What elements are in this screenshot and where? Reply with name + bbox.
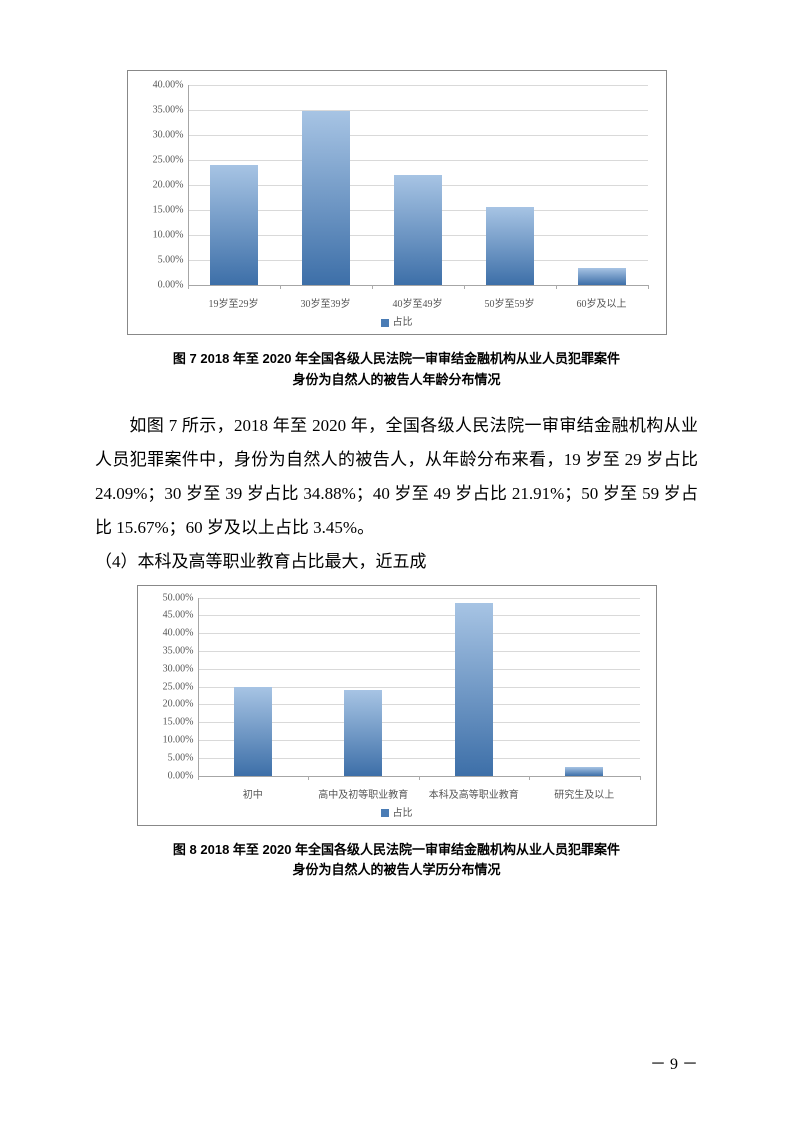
caption1-line1: 图 7 2018 年至 2020 年全国各级人民法院一审审结金融机构从业人员犯罪… — [173, 351, 620, 366]
x-tick-label: 高中及初等职业教育 — [318, 776, 408, 801]
x-tick-label: 初中 — [243, 776, 263, 801]
x-tick-mark — [529, 776, 530, 780]
gridline — [188, 85, 648, 86]
x-tick-label: 30岁至39岁 — [301, 285, 351, 310]
gridline — [198, 669, 640, 670]
y-tick-label: 10.00% — [163, 734, 198, 745]
bar — [578, 268, 626, 285]
gridline — [188, 160, 648, 161]
y-tick-label: 40.00% — [153, 80, 188, 91]
y-axis-line — [198, 598, 199, 776]
x-tick-mark — [419, 776, 420, 780]
y-tick-label: 50.00% — [163, 592, 198, 603]
x-tick-label: 19岁至29岁 — [209, 285, 259, 310]
y-tick-label: 5.00% — [168, 752, 198, 763]
x-tick-mark — [464, 285, 465, 289]
y-tick-label: 0.00% — [158, 280, 188, 291]
y-tick-label: 15.00% — [163, 717, 198, 728]
gridline — [198, 633, 640, 634]
gridline — [188, 110, 648, 111]
figure-8-caption: 图 8 2018 年至 2020 年全国各级人民法院一审审结金融机构从业人员犯罪… — [95, 840, 698, 882]
chart2-legend-label: 占比 — [393, 808, 413, 819]
page-root: 0.00% 5.00% 10.00% 15.00% 20.00% 25.00% 30.00%… — [0, 0, 793, 1122]
y-tick-label: 40.00% — [163, 628, 198, 639]
bar — [394, 175, 442, 285]
chart1-legend-label: 占比 — [393, 317, 413, 328]
x-tick-mark — [556, 285, 557, 289]
subheading-text: （4）本科及高等职业教育占比最大，近五成 — [95, 552, 427, 571]
chart1-plot: 0.00%5.00%10.00%15.00%20.00%25.00%30.00%… — [188, 85, 648, 285]
chart-age-distribution: 0.00% 5.00% 10.00% 15.00% 20.00% 25.00% 30.00%… — [127, 70, 667, 335]
y-tick-label: 25.00% — [153, 155, 188, 166]
chart2-plot: 0.00%5.00%10.00%15.00%20.00%25.00%30.00%… — [198, 598, 640, 776]
figure-7-caption: 图 7 2018 年至 2020 年全国各级人民法院一审审结金融机构从业人员犯罪… — [95, 349, 698, 391]
caption2-line2: 身份为自然人的被告人学历分布情况 — [292, 862, 500, 877]
bar — [455, 603, 493, 776]
y-tick-label: 25.00% — [163, 681, 198, 692]
bar — [344, 690, 382, 775]
x-tick-label: 研究生及以上 — [554, 776, 614, 801]
bar — [486, 207, 534, 285]
y-tick-label: 20.00% — [153, 180, 188, 191]
x-tick-label: 60岁及以上 — [577, 285, 627, 310]
y-tick-label: 30.00% — [163, 663, 198, 674]
caption2-line1: 图 8 2018 年至 2020 年全国各级人民法院一审审结金融机构从业人员犯罪… — [173, 842, 620, 857]
bar — [302, 111, 350, 285]
chart-education-distribution: 0.00% 5.00% 10.00% 15.00% 20.00% 25.00% 30.00%… — [137, 585, 657, 826]
paragraph-text: 如图 7 所示，2018 年至 2020 年，全国各级人民法院一审审结金融机构从… — [95, 416, 698, 537]
y-tick-label: 5.00% — [158, 255, 188, 266]
x-tick-mark — [280, 285, 281, 289]
y-tick-label: 35.00% — [163, 645, 198, 656]
y-axis-line — [188, 85, 189, 285]
x-tick-mark — [188, 285, 189, 289]
y-tick-label: 20.00% — [163, 699, 198, 710]
gridline — [198, 598, 640, 599]
y-tick-label: 35.00% — [153, 105, 188, 116]
x-tick-mark — [308, 776, 309, 780]
x-tick-label: 40岁至49岁 — [393, 285, 443, 310]
bar — [565, 767, 603, 776]
subheading-4: （4）本科及高等职业教育占比最大，近五成 — [95, 545, 698, 579]
page-number: － 9 － — [650, 1050, 698, 1074]
y-tick-label: 45.00% — [163, 610, 198, 621]
gridline — [198, 615, 640, 616]
x-tick-label: 50岁至59岁 — [485, 285, 535, 310]
chart1-area: 0.00%5.00%10.00%15.00%20.00%25.00%30.00%… — [128, 71, 666, 285]
bar — [234, 687, 272, 776]
bar — [210, 165, 258, 285]
gridline — [188, 135, 648, 136]
caption1-line2: 身份为自然人的被告人年龄分布情况 — [292, 372, 500, 387]
x-tick-mark — [648, 285, 649, 289]
y-tick-label: 0.00% — [168, 770, 198, 781]
chart2-area: 0.00%5.00%10.00%15.00%20.00%25.00%30.00%… — [138, 586, 656, 776]
x-tick-mark — [640, 776, 641, 780]
y-tick-label: 10.00% — [153, 230, 188, 241]
gridline — [198, 651, 640, 652]
legend-swatch-icon — [381, 809, 389, 817]
x-tick-label: 本科及高等职业教育 — [429, 776, 519, 801]
legend-swatch-icon — [381, 319, 389, 327]
y-tick-label: 30.00% — [153, 130, 188, 141]
x-tick-mark — [198, 776, 199, 780]
y-tick-label: 15.00% — [153, 205, 188, 216]
body-paragraph: 如图 7 所示，2018 年至 2020 年，全国各级人民法院一审审结金融机构从… — [95, 409, 698, 545]
x-tick-mark — [372, 285, 373, 289]
